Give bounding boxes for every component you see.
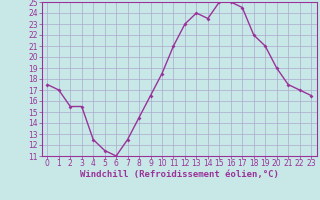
X-axis label: Windchill (Refroidissement éolien,°C): Windchill (Refroidissement éolien,°C) [80, 170, 279, 179]
